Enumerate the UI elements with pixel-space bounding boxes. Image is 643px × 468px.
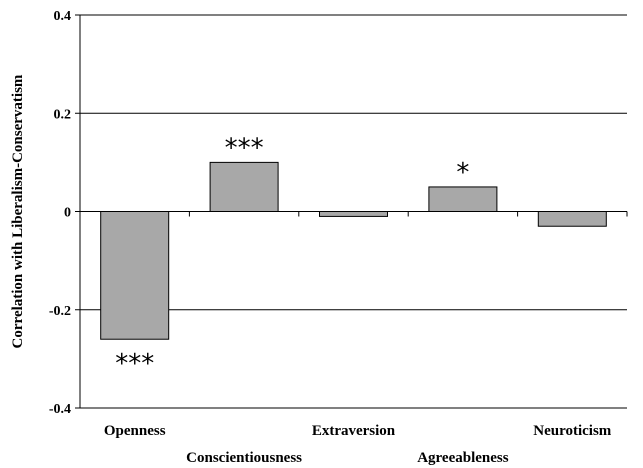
bar-agreeableness <box>428 186 498 212</box>
y-tick-label: 0 <box>64 206 71 221</box>
axes <box>79 15 627 408</box>
y-tick-label: 0.4 <box>54 9 72 24</box>
y-tick-label: -0.4 <box>49 402 71 417</box>
significance-label: *** <box>115 349 154 379</box>
category-label: Openness <box>104 423 166 439</box>
y-tick-label: 0.2 <box>54 107 72 122</box>
bar-conscientiousness <box>209 161 279 212</box>
y-ticks: -0.4 -0.2 0 0.2 0.4 <box>49 9 80 417</box>
bars <box>100 161 607 340</box>
category-labels: Openness Conscientiousness Extraversion Agr… <box>104 423 612 466</box>
category-label: Conscientiousness <box>186 450 302 466</box>
category-label: Neuroticism <box>533 423 612 439</box>
bar-neuroticism <box>537 211 607 227</box>
x-ticks <box>79 211 628 217</box>
significance-label: *** <box>225 133 264 163</box>
significance-labels: ******* <box>115 133 469 379</box>
y-axis-title: Correlation with Liberalism-Conservatism <box>10 74 26 348</box>
y-tick-label: -0.2 <box>49 304 71 319</box>
significance-label: * <box>456 158 469 188</box>
category-label: Agreeableness <box>417 450 509 466</box>
bar-extraversion <box>319 211 388 217</box>
category-label: Extraversion <box>312 423 396 439</box>
bar-openness <box>100 211 170 340</box>
